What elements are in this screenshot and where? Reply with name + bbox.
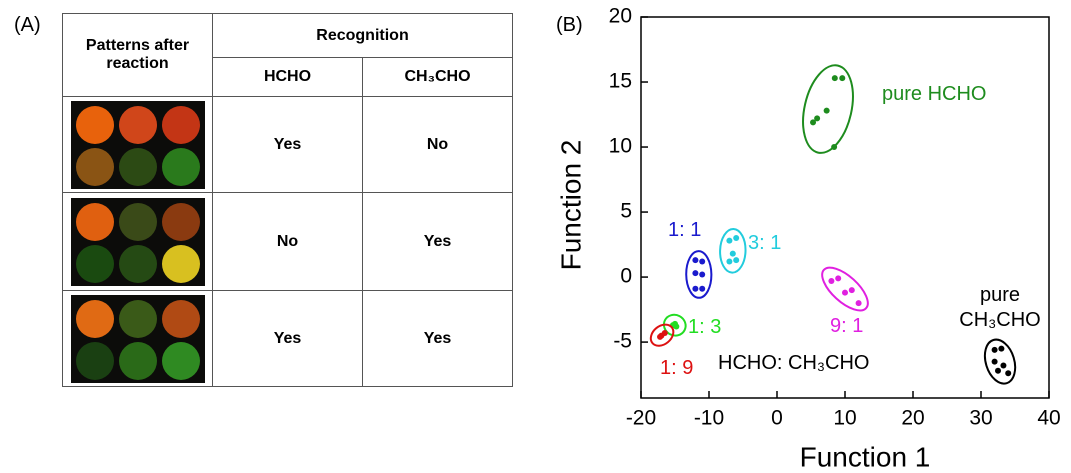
- point: [657, 334, 663, 340]
- point: [692, 270, 698, 276]
- point: [992, 347, 998, 353]
- point: [828, 278, 834, 284]
- point: [824, 108, 830, 114]
- point: [998, 346, 1004, 352]
- x-tick-label: -20: [626, 407, 656, 430]
- x-tick-label: 30: [969, 407, 992, 430]
- x-tick-label: 20: [901, 407, 924, 430]
- series-label: 3: 1: [748, 232, 781, 255]
- point: [1000, 362, 1006, 368]
- series-label: 1: 3: [688, 316, 721, 339]
- y-tick-label: 15: [609, 70, 632, 93]
- point: [730, 251, 736, 257]
- y-tick-label: 5: [620, 200, 632, 223]
- series-label: 9: 1: [830, 315, 863, 338]
- y-tick-label: -5: [613, 330, 632, 353]
- x-tick-label: 40: [1037, 407, 1060, 430]
- x-axis-title: Function 1: [800, 441, 931, 472]
- annotation: HCHO: CH₃CHO: [718, 352, 869, 375]
- point: [856, 300, 862, 306]
- point: [1005, 370, 1011, 376]
- chart: Function 1 Function 2 -20 -10 0 10 20 30 40 -5 0…: [0, 0, 1071, 473]
- point: [849, 287, 855, 293]
- series-label: pure CH₃CHO: [952, 283, 1048, 333]
- point: [692, 257, 698, 263]
- point: [733, 235, 739, 241]
- series-label: 1: 1: [668, 219, 701, 242]
- series-label: 1: 9: [660, 357, 693, 380]
- point: [835, 275, 841, 281]
- cluster-ellipse: [980, 336, 1020, 388]
- point: [699, 271, 705, 277]
- point: [831, 144, 837, 150]
- point: [692, 286, 698, 292]
- point: [832, 75, 838, 81]
- point: [699, 286, 705, 292]
- y-tick-label: 20: [609, 5, 632, 28]
- x-tick-label: -10: [694, 407, 724, 430]
- point: [662, 330, 668, 336]
- series-label: pure HCHO: [882, 83, 986, 106]
- x-tick-label: 10: [833, 407, 856, 430]
- point: [726, 238, 732, 244]
- x-tick-label: 0: [771, 407, 783, 430]
- point: [842, 290, 848, 296]
- y-tick-label: 0: [620, 265, 632, 288]
- point: [810, 119, 816, 125]
- cluster-ellipse: [815, 260, 874, 317]
- y-tick-label: 10: [609, 135, 632, 158]
- point: [992, 359, 998, 365]
- y-axis-title: Function 2: [555, 140, 586, 271]
- point: [839, 75, 845, 81]
- point: [699, 258, 705, 264]
- cluster-ellipse: [686, 251, 712, 298]
- point: [733, 257, 739, 263]
- figure: (A) Patterns after reaction Recognition …: [0, 0, 1071, 473]
- point: [726, 258, 732, 264]
- point: [995, 368, 1001, 374]
- plot-frame: [641, 17, 1049, 398]
